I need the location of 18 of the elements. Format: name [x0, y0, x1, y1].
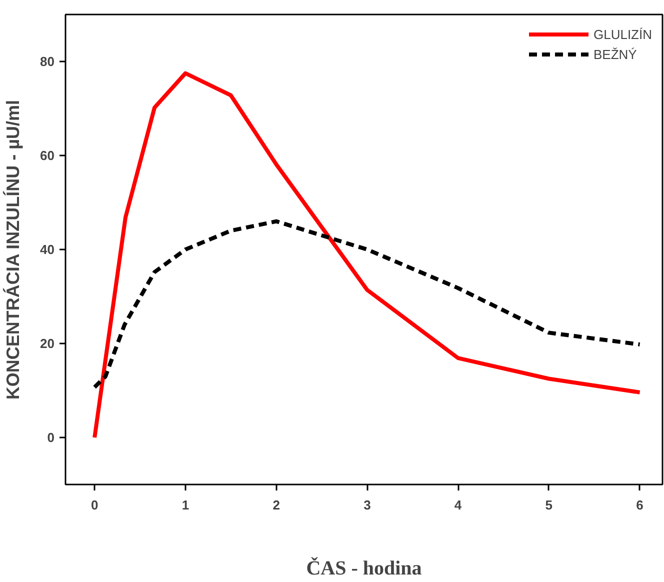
line-series — [92, 71, 642, 440]
line-series — [92, 219, 642, 390]
y-tick-label: 40 — [40, 242, 55, 257]
y-tick-label: 20 — [40, 336, 55, 351]
y-tick-label: 0 — [47, 430, 55, 445]
x-tick-label: 5 — [545, 498, 553, 512]
legend-label: GLULIZÍN — [593, 26, 652, 42]
y-axis-title: KONCENTRÁCIA INZULÍNU - µU/ml — [3, 100, 24, 400]
x-tick-label: 4 — [454, 498, 462, 512]
legend-label: BEŽNÝ — [593, 46, 637, 62]
y-tick-label: 60 — [40, 148, 55, 163]
y-tick-label: 80 — [40, 54, 55, 69]
x-tick-label: 3 — [364, 498, 371, 512]
x-tick-label: 0 — [90, 498, 98, 512]
x-tick-label: 2 — [272, 498, 280, 512]
x-tick-label: 1 — [182, 498, 190, 512]
x-axis-title: ČAS - hodina — [306, 556, 422, 580]
x-tick-label: 6 — [636, 498, 644, 512]
